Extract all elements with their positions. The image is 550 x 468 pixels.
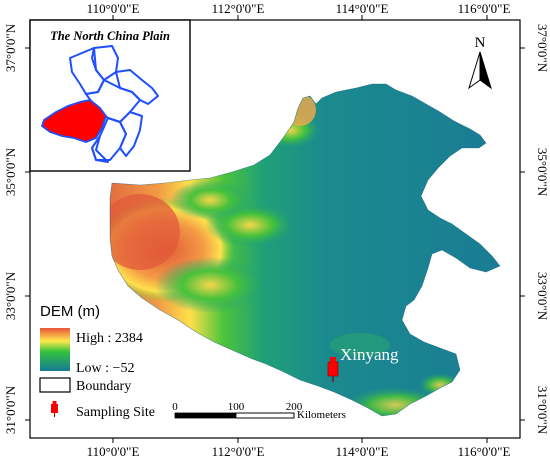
north-arrow: N (468, 35, 492, 90)
legend-low-label: Low : −52 (76, 361, 134, 376)
lon-label-bottom-112: 112°0'0"E (212, 444, 265, 459)
scale-bar: 0 100 200 Kilometers (172, 401, 346, 421)
lat-label-left-31: 31°0'0"N (3, 385, 18, 434)
lat-label-left-35: 35°0'0"N (3, 147, 18, 196)
lat-label-right-35: 35°0'0"N (535, 148, 550, 197)
scale-unit: Kilometers (297, 409, 346, 421)
north-arrow-label: N (475, 35, 486, 51)
xinyang-marker (327, 357, 339, 382)
inset-highlight-region (40, 99, 108, 143)
inset-map: The North China Plain (29, 19, 191, 172)
lon-label-bottom-116: 116°0'0"E (458, 444, 511, 459)
legend-site-icon (51, 401, 58, 417)
lat-label-right-33: 33°0'0"N (535, 272, 550, 321)
scale-tick-100: 100 (228, 401, 245, 413)
legend-boundary-swatch (39, 377, 71, 393)
lat-label-right-31: 31°0'0"N (535, 386, 550, 435)
legend-title: DEM (m) (40, 303, 100, 320)
scale-tick-0: 0 (172, 401, 178, 413)
inset-title: The North China Plain (50, 29, 170, 43)
legend-color-ramp (40, 328, 70, 371)
legend-high-label: High : 2384 (76, 331, 143, 346)
legend-boundary-label: Boundary (76, 379, 131, 394)
lon-label-top-116: 116°0'0"E (458, 1, 511, 16)
legend: DEM (m) High : 2384 Low : −52 Boundary S… (39, 303, 155, 420)
lon-label-top-110: 110°0'0"E (87, 1, 140, 16)
lat-label-right-37: 37°0'0"N (535, 24, 550, 73)
lat-label-left-37: 37°0'0"N (3, 23, 18, 72)
lat-label-left-33: 33°0'0"N (3, 271, 18, 320)
lon-label-bottom-110: 110°0'0"E (87, 444, 140, 459)
legend-site-label: Sampling Site (76, 405, 155, 420)
lon-label-top-112: 112°0'0"E (212, 1, 265, 16)
scale-tick-200: 200 (286, 401, 303, 413)
lon-label-top-114: 114°0'0"E (336, 1, 389, 16)
lon-label-bottom-114: 114°0'0"E (336, 444, 389, 459)
xinyang-label: Xinyang (340, 345, 399, 364)
